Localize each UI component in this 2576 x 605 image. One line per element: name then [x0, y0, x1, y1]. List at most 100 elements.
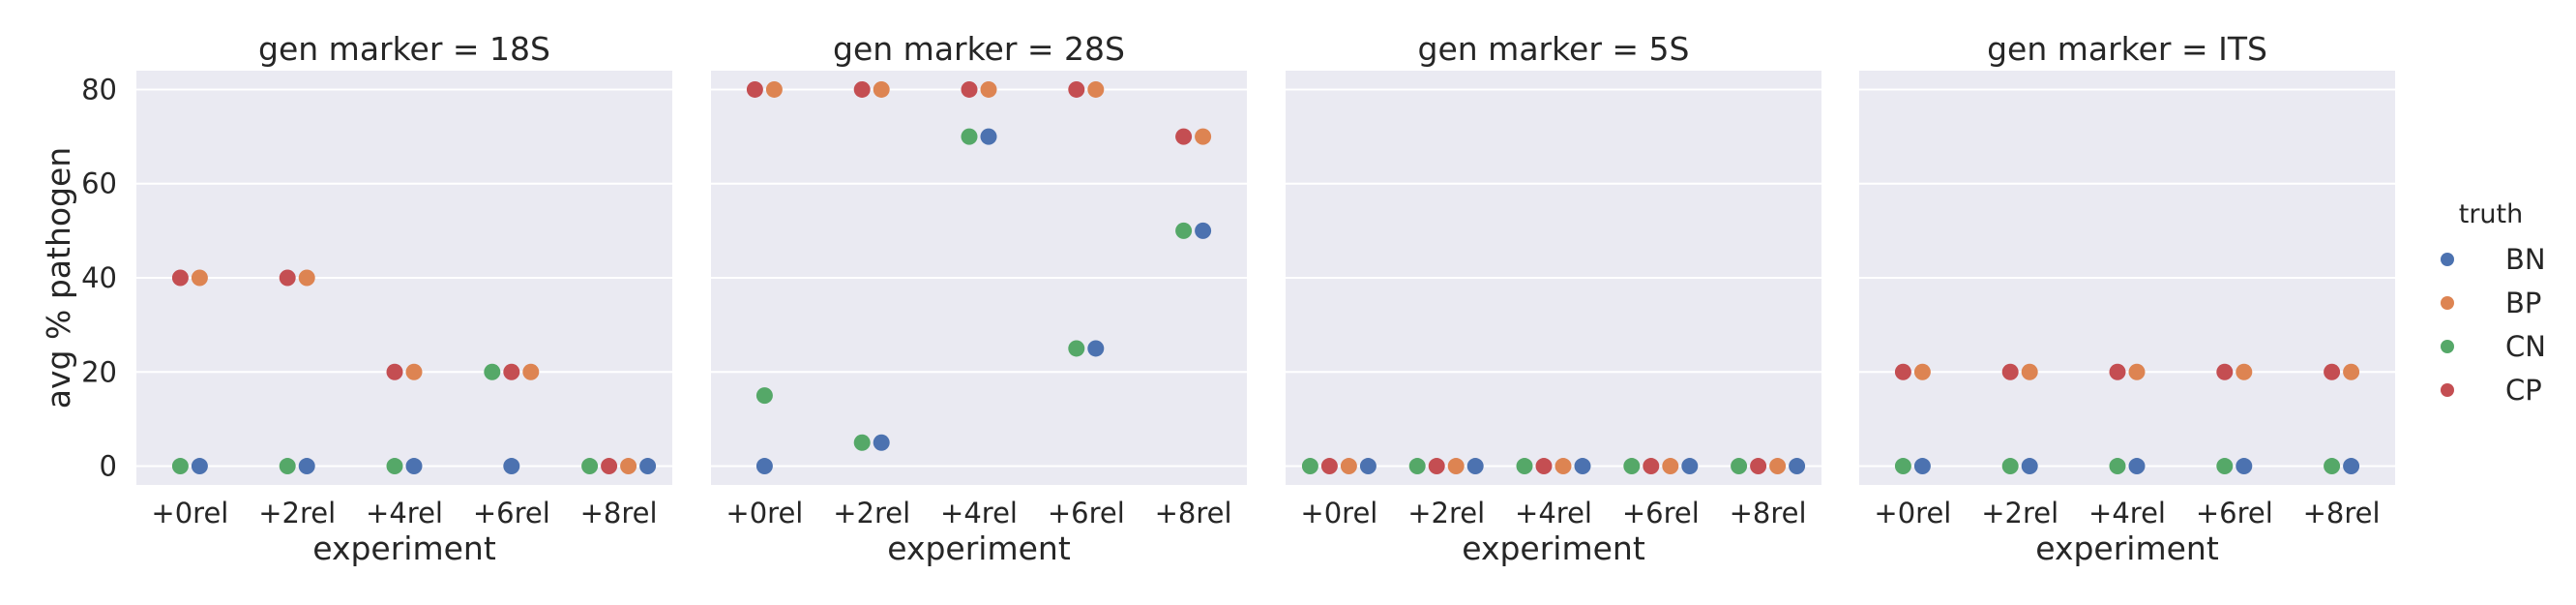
y-axis-label: avg % pathogen [40, 147, 77, 408]
data-point-bn [980, 128, 997, 145]
legend-label: BP [2505, 287, 2541, 319]
data-point-cp [1320, 458, 1338, 475]
y-tick-label: 40 [81, 261, 117, 294]
data-point-bn [1359, 458, 1377, 475]
y-tick-label: 80 [81, 73, 117, 106]
data-point-bp [980, 80, 997, 98]
data-point-bp [1662, 458, 1679, 475]
data-point-bn [503, 458, 520, 475]
data-point-bp [1447, 458, 1465, 475]
data-point-cp [2216, 363, 2234, 380]
x-tick-label: +0rel [1300, 497, 1377, 529]
data-point-bp [765, 80, 783, 98]
data-point-bn [1681, 458, 1699, 475]
data-point-bn [1789, 458, 1806, 475]
legend-marker-bn [2441, 253, 2454, 266]
data-point-cp [171, 269, 189, 287]
data-point-bn [1574, 458, 1591, 475]
data-point-cp [386, 363, 403, 380]
data-point-bp [1554, 458, 1572, 475]
facet-panel-0: gen marker = 18S +0rel +2rel +4rel +6rel +8re… [81, 30, 672, 567]
legend: truth BN BP CN CP [2441, 199, 2546, 407]
data-point-cn [484, 363, 501, 380]
x-tick-label: +4rel [1515, 497, 1592, 529]
x-axis-label: experiment [312, 529, 496, 567]
data-point-cp [1175, 128, 1193, 145]
data-point-bp [405, 363, 423, 380]
data-point-bp [873, 80, 890, 98]
legend-marker-bp [2441, 296, 2454, 310]
data-point-cp [2109, 363, 2126, 380]
facet-panel-2: gen marker = 5S +0rel +2rel +4rel +6rel +8rel… [1286, 30, 1821, 567]
data-point-bp [2343, 363, 2360, 380]
x-tick-label: +6rel [1622, 497, 1700, 529]
data-point-bp [522, 363, 540, 380]
x-tick-label: +8rel [1155, 497, 1232, 529]
x-tick-label: +6rel [1048, 497, 1125, 529]
x-tick-label: +8rel [580, 497, 658, 529]
facet-panel-1: gen marker = 28S +0rel +2rel +4rel +6rel +8re… [711, 30, 1247, 567]
panel-title: gen marker = ITS [1987, 30, 2267, 68]
data-point-cp [279, 269, 296, 287]
data-point-cp [1894, 363, 1911, 380]
data-point-cn [2324, 458, 2341, 475]
data-point-bn [639, 458, 657, 475]
data-point-bn [1466, 458, 1484, 475]
x-tick-label: +2rel [833, 497, 910, 529]
data-point-cn [1408, 458, 1426, 475]
data-point-bn [405, 458, 423, 475]
legend-label: BN [2505, 243, 2546, 276]
x-tick-label: +0rel [725, 497, 803, 529]
x-tick-label: +4rel [366, 497, 443, 529]
x-tick-label: +6rel [2196, 497, 2273, 529]
data-point-cp [961, 80, 978, 98]
x-axis-label: experiment [887, 529, 1071, 567]
legend-title: truth [2459, 199, 2524, 229]
data-point-cn [2109, 458, 2126, 475]
data-point-cn [1894, 458, 1911, 475]
data-point-bn [2235, 458, 2253, 475]
data-point-bn [1195, 222, 1212, 239]
data-point-bp [1913, 363, 1931, 380]
legend-marker-cn [2441, 340, 2454, 353]
data-point-cn [279, 458, 296, 475]
data-point-cn [2001, 458, 2019, 475]
x-tick-label: +2rel [1407, 497, 1485, 529]
data-point-cn [1731, 458, 1748, 475]
data-point-bp [298, 269, 315, 287]
data-point-bp [1340, 458, 1357, 475]
panel-title: gen marker = 5S [1418, 30, 1690, 68]
data-point-cn [386, 458, 403, 475]
data-point-cp [503, 363, 520, 380]
data-point-cp [2001, 363, 2019, 380]
data-point-cp [601, 458, 618, 475]
data-point-bp [620, 458, 637, 475]
x-axis-label: experiment [1462, 529, 1645, 567]
data-point-cn [853, 434, 871, 451]
data-point-bp [1087, 80, 1105, 98]
x-tick-label: +4rel [2088, 497, 2166, 529]
data-point-bp [2128, 363, 2146, 380]
y-tick-label: 60 [81, 167, 117, 200]
data-point-cn [2216, 458, 2234, 475]
data-point-cp [1428, 458, 1445, 475]
x-axis-label: experiment [2035, 529, 2219, 567]
data-point-cp [1643, 458, 1660, 475]
y-tick-label: 20 [81, 355, 117, 388]
data-point-cn [1175, 222, 1193, 239]
data-point-cn [1516, 458, 1533, 475]
panel-title: gen marker = 28S [833, 30, 1125, 68]
data-point-cp [1535, 458, 1553, 475]
panel-title: gen marker = 18S [258, 30, 550, 68]
data-point-cn [961, 128, 978, 145]
data-point-bn [2343, 458, 2360, 475]
x-tick-label: +6rel [473, 497, 550, 529]
x-tick-label: +8rel [2303, 497, 2381, 529]
data-point-bn [1087, 340, 1105, 357]
data-point-cn [1068, 340, 1085, 357]
facet-panel-3: gen marker = ITS +0rel +2rel +4rel +6rel +8re… [1859, 30, 2395, 567]
data-point-bp [1195, 128, 1212, 145]
legend-label: CN [2505, 330, 2546, 363]
data-point-cp [1068, 80, 1085, 98]
